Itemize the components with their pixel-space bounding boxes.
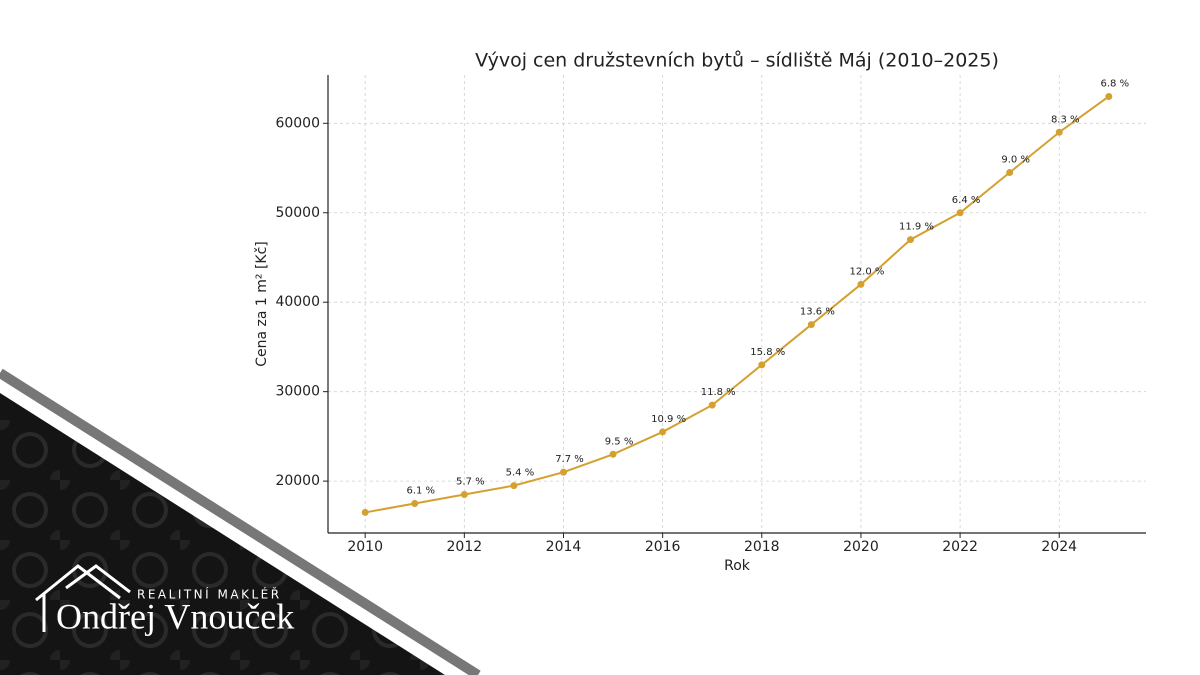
data-point bbox=[361, 508, 369, 516]
brand-tagline: REALITNÍ MAKLÉŘ bbox=[137, 587, 282, 602]
point-label: 5.4 % bbox=[506, 468, 535, 479]
data-point bbox=[857, 280, 865, 288]
x-tick-label: 2012 bbox=[447, 539, 483, 555]
y-tick-label: 30000 bbox=[275, 384, 320, 400]
data-point bbox=[1105, 92, 1113, 100]
point-label: 6.4 % bbox=[952, 195, 981, 206]
data-point bbox=[510, 482, 518, 490]
x-tick-label: 2016 bbox=[645, 539, 681, 555]
data-point bbox=[1055, 128, 1063, 136]
point-label: 5.7 % bbox=[456, 477, 485, 488]
point-label: 6.8 % bbox=[1101, 78, 1130, 89]
diagonal-band bbox=[0, 368, 481, 675]
x-tick-label: 2022 bbox=[942, 539, 978, 555]
data-point bbox=[609, 450, 617, 458]
data-point bbox=[956, 209, 964, 217]
point-label: 11.8 % bbox=[701, 387, 736, 398]
x-tick-label: 2018 bbox=[744, 539, 780, 555]
chart-title: Vývoj cen družstevních bytů – sídliště M… bbox=[475, 50, 999, 72]
point-label: 6.1 % bbox=[406, 485, 435, 496]
data-point bbox=[807, 321, 815, 329]
data-point bbox=[907, 236, 915, 244]
x-axis-label: Rok bbox=[724, 558, 751, 574]
decoration bbox=[0, 80, 1000, 675]
data-point bbox=[1006, 169, 1014, 177]
data-point bbox=[460, 491, 468, 499]
point-label: 12.0 % bbox=[849, 266, 884, 277]
y-tick-label: 60000 bbox=[275, 115, 320, 131]
x-tick-label: 2014 bbox=[546, 539, 582, 555]
data-point bbox=[411, 499, 419, 507]
plot: 20000 30000 40000 50000 60000 2010 2012 2014 201… bbox=[275, 75, 1146, 555]
y-tick-label: 50000 bbox=[275, 205, 320, 221]
brand-name: Ondřej Vnouček bbox=[56, 596, 294, 636]
x-tick-label: 2020 bbox=[843, 539, 879, 555]
y-tick-label: 20000 bbox=[275, 473, 320, 489]
point-label: 10.9 % bbox=[651, 414, 686, 425]
point-label: 8.3 % bbox=[1051, 114, 1080, 125]
data-point bbox=[659, 428, 667, 436]
data-point bbox=[758, 361, 766, 369]
point-label: 15.8 % bbox=[750, 347, 785, 358]
logo-house bbox=[35, 564, 131, 632]
point-label: 9.0 % bbox=[1001, 155, 1030, 166]
data-point bbox=[559, 468, 567, 476]
point-label: 11.9 % bbox=[899, 222, 934, 233]
dark-panel bbox=[0, 393, 445, 675]
point-label: 9.5 % bbox=[605, 436, 634, 447]
point-label: 13.6 % bbox=[800, 307, 835, 318]
data-point bbox=[708, 401, 716, 409]
data-line bbox=[365, 95, 1110, 514]
y-axis-label: Cena za 1 m² [Kč] bbox=[254, 241, 270, 367]
x-tick-label: 2010 bbox=[347, 539, 383, 555]
y-tick-label: 40000 bbox=[275, 294, 320, 310]
point-label: 7.7 % bbox=[555, 454, 584, 465]
x-tick-label: 2024 bbox=[1041, 539, 1077, 555]
